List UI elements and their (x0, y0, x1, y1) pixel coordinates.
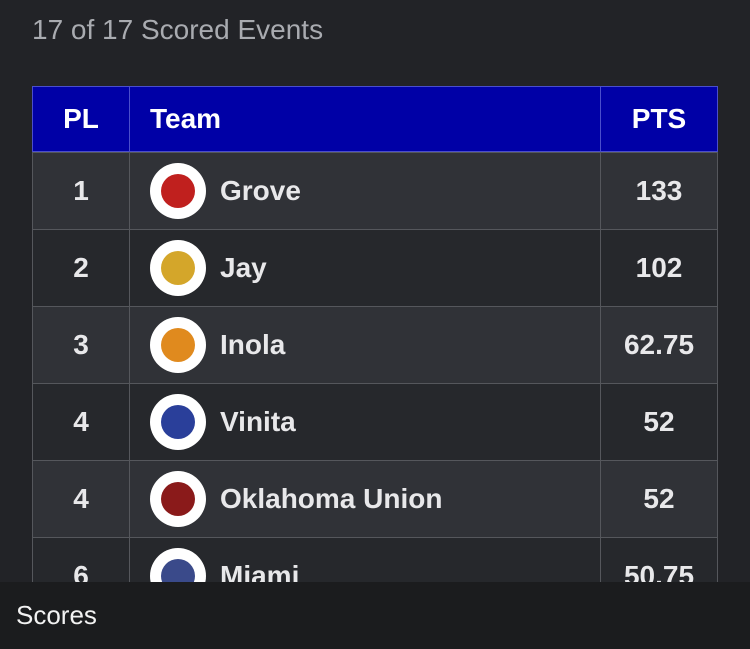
team-cell: Grove (130, 152, 600, 230)
team-name: Miami (220, 560, 300, 582)
team-logo (150, 317, 206, 373)
team-cell: Vinita (130, 383, 600, 461)
header-row: PL Team PTS (32, 86, 718, 152)
column-header: PL (32, 86, 130, 152)
points: 52 (600, 460, 718, 538)
team-logo (150, 240, 206, 296)
team-cell: Jay (130, 229, 600, 307)
column-header: PTS (600, 86, 718, 152)
team-cell: Inola (130, 306, 600, 384)
team-logo (150, 548, 206, 582)
team-row: 3 Inola 62.75 (32, 306, 718, 384)
points: 62.75 (600, 306, 718, 384)
team-name: Grove (220, 175, 301, 206)
team-cell: Miami (130, 537, 600, 582)
team-logo (150, 471, 206, 527)
tab-label[interactable]: Scores (16, 600, 97, 630)
team-logo (150, 394, 206, 450)
team-name: Jay (220, 252, 267, 283)
standings-table: PL Team PTS 1 Grove 133 2 Jay 102 3 Inola 62.75 4 Vin… (32, 86, 718, 582)
place: 4 (32, 383, 130, 461)
points: 50.75 (600, 537, 718, 582)
team-name: Oklahoma Union (220, 483, 443, 514)
footer-bar: Scores (0, 582, 750, 649)
team-row: 2 Jay 102 (32, 229, 718, 307)
place: 3 (32, 306, 130, 384)
team-cell: Oklahoma Union (130, 460, 600, 538)
team-name: Inola (220, 329, 286, 360)
team-row: 4 Oklahoma Union 52 (32, 460, 718, 538)
place: 4 (32, 460, 130, 538)
team-row: 1 Grove 133 (32, 152, 718, 230)
place: 1 (32, 152, 130, 230)
place: 2 (32, 229, 130, 307)
team-name: Vinita (220, 406, 296, 437)
column-header: Team (130, 86, 600, 152)
team-logo (150, 163, 206, 219)
points: 102 (600, 229, 718, 307)
place: 6 (32, 537, 130, 582)
team-row: 6 Miami 50.75 (32, 537, 718, 582)
points: 133 (600, 152, 718, 230)
events-title: 17 of 17 Scored Events (32, 14, 324, 45)
team-row: 4 Vinita 52 (32, 383, 718, 461)
points: 52 (600, 383, 718, 461)
